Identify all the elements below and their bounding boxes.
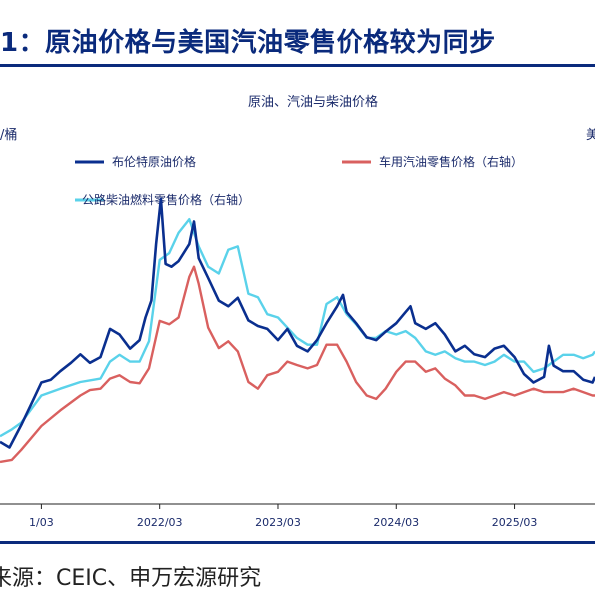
legend-label-diesel: 公路柴油燃料零售价格（右轴） bbox=[82, 192, 250, 207]
series-layer bbox=[0, 197, 595, 464]
chart: 原油、汽油与柴油价格 /桶 美 布伦特原油价格 车用汽油零售价格（右轴） 公路柴… bbox=[0, 94, 595, 529]
left-axis-unit: /桶 bbox=[0, 128, 17, 143]
chart-title: 原油、汽油与柴油价格 bbox=[248, 94, 378, 110]
x-tick-label: 2024/03 bbox=[373, 516, 419, 529]
bottom-rule bbox=[0, 541, 595, 544]
page-title: 1：原油价格与美国汽油零售价格较为同步 bbox=[0, 28, 496, 58]
series-line-gasoline bbox=[0, 265, 595, 464]
x-tick-label: 1/03 bbox=[29, 516, 54, 529]
legend: 布伦特原油价格 车用汽油零售价格（右轴） 公路柴油燃料零售价格（右轴） bbox=[75, 154, 523, 207]
x-tick-label: 2022/03 bbox=[137, 516, 183, 529]
series-line-diesel bbox=[0, 217, 595, 438]
legend-label-gasoline: 车用汽油零售价格（右轴） bbox=[379, 154, 523, 169]
x-tick-label: 2025/03 bbox=[492, 516, 538, 529]
title-rule bbox=[0, 64, 595, 67]
series-line-brent bbox=[0, 197, 595, 449]
source-note: 来源：CEIC、申万宏源研究 bbox=[0, 566, 262, 591]
legend-label-brent: 布伦特原油价格 bbox=[112, 154, 196, 169]
right-axis-unit: 美 bbox=[586, 128, 595, 143]
x-ticks: 1/03 2022/03 2023/03 2024/03 2025/03 bbox=[29, 504, 537, 529]
x-tick-label: 2023/03 bbox=[255, 516, 301, 529]
